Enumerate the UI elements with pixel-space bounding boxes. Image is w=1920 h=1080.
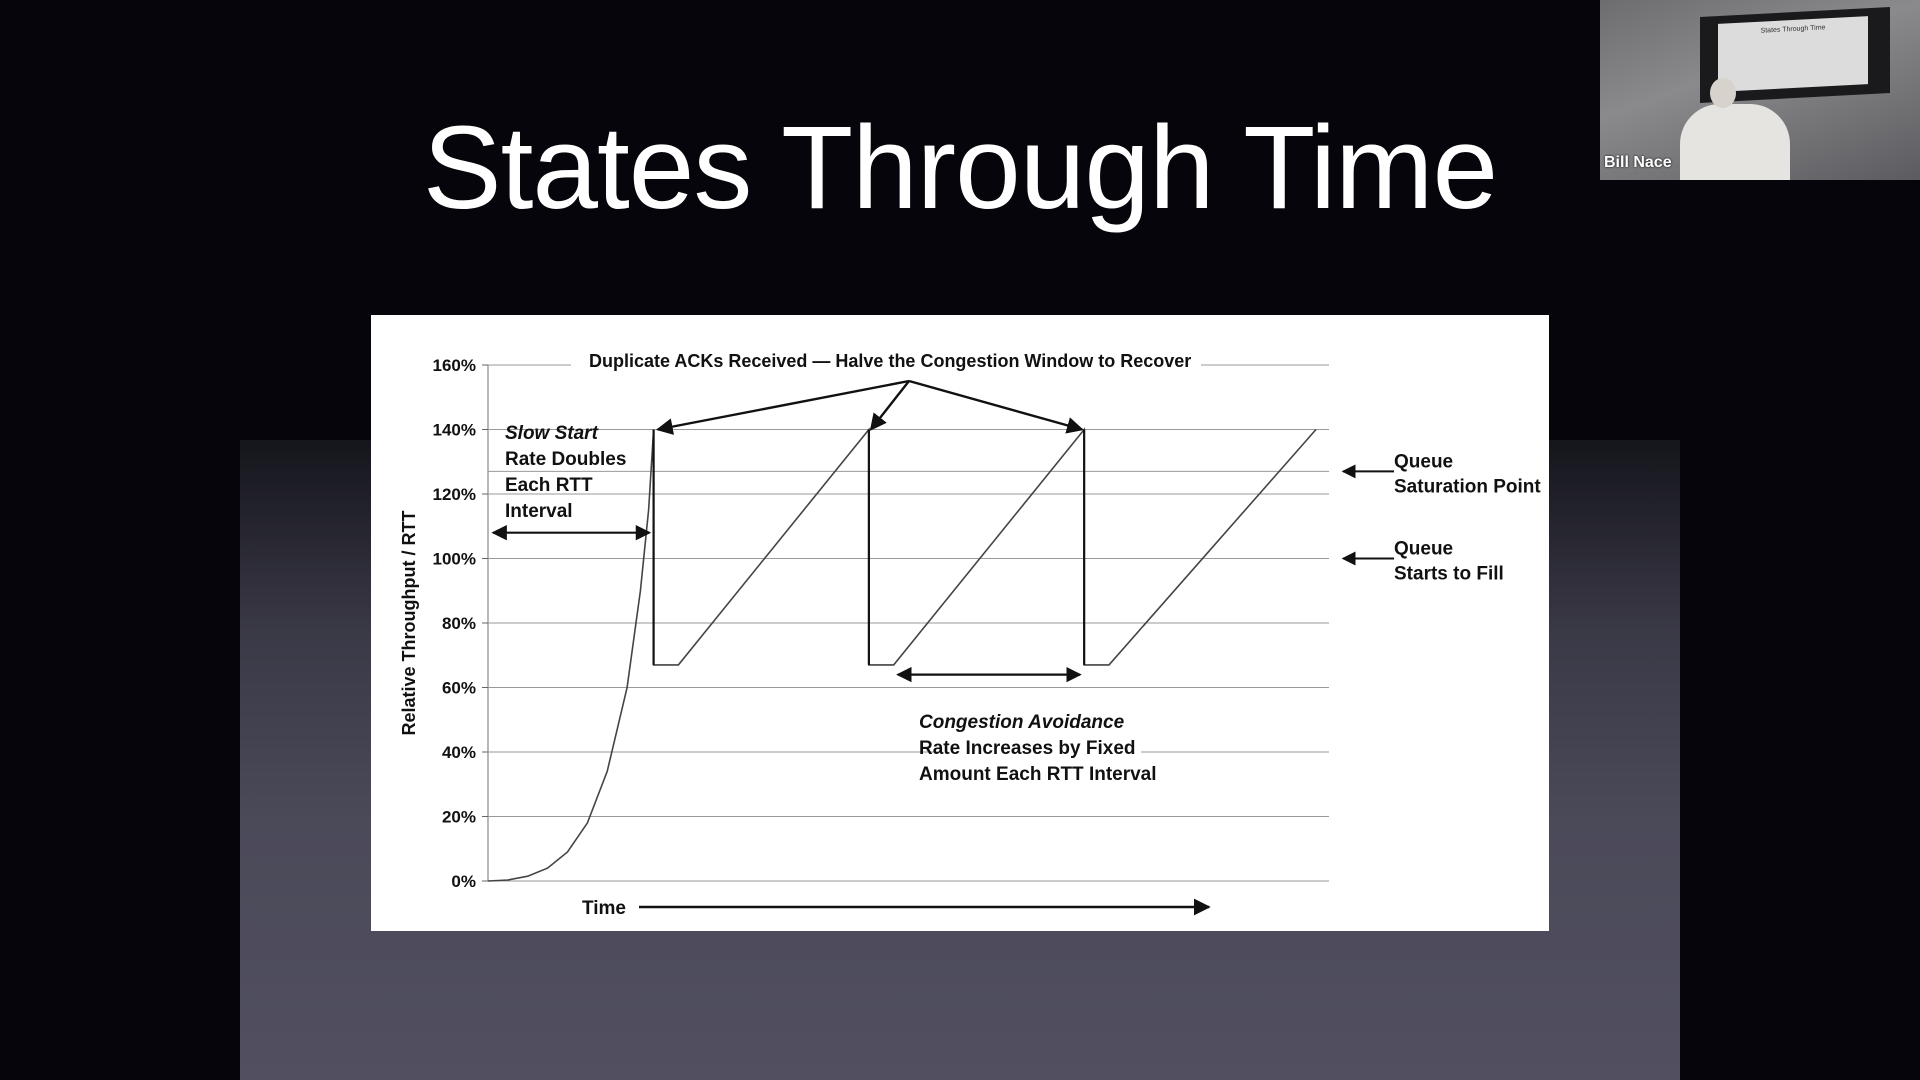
slow-start-line-1: Each RTT — [505, 475, 593, 496]
reference-label-0-line2: Saturation Point — [1394, 476, 1541, 497]
slide-title: States Through Time — [422, 102, 1498, 234]
participant-name: Bill Nace — [1604, 154, 1672, 171]
ytick-label-120: 120% — [433, 485, 476, 504]
congestion-avoidance-title: Congestion Avoidance — [919, 712, 1125, 733]
slow-start-title: Slow Start — [505, 423, 599, 444]
dup-ack-arrow-0 — [655, 379, 910, 435]
reference-label-1-line1: Queue — [1394, 539, 1453, 560]
y-axis-label: Relative Throughput / RTT — [399, 511, 419, 736]
ytick-label-20: 20% — [442, 808, 476, 827]
chart-card: 0% 20% 40% 60% 80% 100% 120% 140% 160% Queue Satu… — [371, 315, 1549, 931]
reference-label-0-line1: Queue — [1394, 451, 1453, 472]
dup-ack-arrow-2 — [908, 379, 1084, 434]
x-axis-label: Time — [582, 898, 626, 919]
chart-title: Duplicate ACKs Received — Halve the Cong… — [589, 351, 1191, 371]
ytick-label-60: 60% — [442, 679, 476, 698]
ytick-label-40: 40% — [442, 743, 476, 762]
throughput-chart: 0% 20% 40% 60% 80% 100% 120% 140% 160% Queue Satu… — [399, 351, 1541, 919]
reference-label-1-line2: Starts to Fill — [1394, 564, 1504, 585]
dup-ack-arrow-1 — [869, 380, 910, 431]
webcam-video: States Through Time Bill Nace — [1600, 0, 1920, 180]
projected-slide-title: States Through Time — [1760, 24, 1826, 35]
throughput-series-line — [487, 427, 1317, 882]
ytick-label-80: 80% — [442, 614, 476, 633]
ytick-label-100: 100% — [433, 550, 476, 569]
ytick-label-140: 140% — [433, 421, 476, 440]
congestion-avoidance-line-0: Rate Increases by Fixed — [919, 738, 1136, 759]
slow-start-line-0: Rate Doubles — [505, 449, 626, 470]
ytick-label-160: 160% — [433, 356, 476, 375]
ytick-label-0: 0% — [451, 872, 476, 891]
presenter-body — [1680, 104, 1790, 180]
congestion-avoidance-line-1: Amount Each RTT Interval — [919, 764, 1157, 785]
slow-start-line-2: Interval — [505, 501, 573, 522]
projected-slide: States Through Time — [1718, 16, 1868, 92]
presenter-head — [1710, 78, 1736, 108]
